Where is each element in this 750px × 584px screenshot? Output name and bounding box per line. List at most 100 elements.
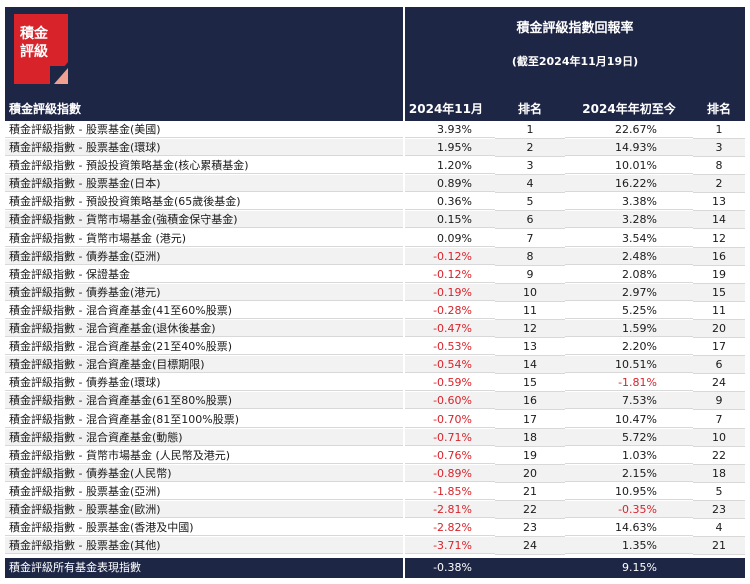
index-name-cell: 積金評級指數 - 股票基金(香港及中國) [5,519,403,537]
index-name-cell: 積金評級指數 - 債券基金(港元) [5,283,403,301]
total-rank-nov [495,558,565,578]
table-row: 積金評級指數 - 債券基金(亞洲) -0.12% 8 2.48% 16 [5,247,745,266]
return-nov-cell: -3.71% [405,537,495,555]
rank-ytd-cell: 4 [693,519,745,538]
return-nov-cell: -0.53% [405,338,495,356]
rank-nov-cell: 12 [495,320,565,339]
index-name-cell: 積金評級指數 - 貨幣市場基金 (港元) [5,230,403,247]
index-name-cell: 積金評級指數 - 股票基金(亞洲) [5,483,403,500]
table-row: 積金評級指數 - 股票基金(美國) 3.93% 1 22.67% 1 [5,121,745,139]
rank-ytd-cell: 9 [693,392,745,411]
return-ytd-cell: 1.59% [565,320,693,338]
return-ytd-cell: 3.54% [565,230,693,247]
col-header-name: 積金評級指數 [5,98,403,121]
table-row: 積金評級指數 - 債券基金(環球) -0.59% 15 -1.81% 24 [5,374,745,393]
index-name-cell: 積金評級指數 - 股票基金(日本) [5,175,403,193]
index-name-cell: 積金評級指數 - 債券基金(亞洲) [5,247,403,265]
rank-nov-cell: 9 [495,266,565,284]
return-ytd-cell: 7.53% [565,392,693,410]
rank-ytd-cell: 11 [693,302,745,320]
table-subtitle: (截至2024年11月19日) [511,55,639,68]
table-row: 積金評級指數 - 貨幣市場基金(強積金保守基金) 0.15% 6 3.28% 14 [5,211,745,230]
return-ytd-cell: 2.97% [565,283,693,301]
index-name-cell: 積金評級指數 - 混合資產基金(退休後基金) [5,320,403,338]
rank-nov-cell: 15 [495,374,565,393]
return-ytd-cell: 10.01% [565,157,693,175]
return-ytd-cell: 1.35% [565,537,693,555]
return-ytd-cell: 16.22% [565,175,693,193]
return-nov-cell: -0.12% [405,266,495,283]
return-nov-cell: -1.85% [405,483,495,500]
rank-ytd-cell: 14 [693,211,745,230]
rank-nov-cell: 21 [495,483,565,501]
return-nov-cell: -0.76% [405,447,495,464]
index-name-cell: 積金評級指數 - 混合資產基金(41至60%股票) [5,302,403,319]
total-ret-nov: -0.38% [405,558,495,578]
return-ytd-cell: 2.15% [565,464,693,482]
rank-ytd-cell: 1 [693,121,745,139]
return-nov-cell: -0.28% [405,302,495,319]
index-name-cell: 積金評級指數 - 債券基金(人民幣) [5,464,403,482]
rank-nov-cell: 20 [495,464,565,483]
return-nov-cell: -0.59% [405,374,495,392]
rank-ytd-cell: 3 [693,139,745,158]
rank-nov-cell: 14 [495,356,565,375]
table-row: 積金評級指數 - 混合資產基金(目標期限) -0.54% 14 10.51% 6 [5,356,745,375]
rank-nov-cell: 6 [495,211,565,230]
table-row: 積金評級指數 - 股票基金(香港及中國) -2.82% 23 14.63% 4 [5,519,745,538]
mpf-ratings-logo: 積金 評級 [14,14,68,84]
rank-nov-cell: 10 [495,283,565,302]
return-ytd-cell: 2.20% [565,338,693,356]
rank-ytd-cell: 7 [693,411,745,429]
rank-nov-cell: 7 [495,230,565,248]
index-name-cell: 積金評級指數 - 股票基金(環球) [5,139,403,157]
index-name-cell: 積金評級指數 - 股票基金(其他) [5,537,403,555]
return-nov-cell: 3.93% [405,121,495,138]
index-table: 積金 評級 積金評級指數回報率 (截至2024年11月19日) 積金評級指數 2… [5,7,745,578]
header-left-panel: 積金 評級 [5,7,403,98]
rank-nov-cell: 8 [495,247,565,266]
return-nov-cell: 0.89% [405,175,495,193]
rank-ytd-cell: 10 [693,428,745,447]
return-nov-cell: 1.20% [405,157,495,175]
rank-nov-cell: 2 [495,139,565,158]
return-nov-cell: -0.60% [405,392,495,410]
rank-ytd-cell: 20 [693,320,745,339]
index-name-cell: 積金評級指數 - 預設投資策略基金(核心累積基金) [5,157,403,175]
rank-ytd-cell: 24 [693,374,745,393]
rank-nov-cell: 23 [495,519,565,538]
logo-line1: 積金 [19,25,49,42]
rank-nov-cell: 24 [495,537,565,556]
return-ytd-cell: 14.63% [565,519,693,537]
index-name-cell: 積金評級指數 - 混合資產基金(目標期限) [5,356,403,374]
rank-nov-cell: 1 [495,121,565,139]
table-row: 積金評級指數 - 混合資產基金(21至40%股票) -0.53% 13 2.20% 17 [5,338,745,357]
return-ytd-cell: 10.47% [565,411,693,428]
rank-nov-cell: 5 [495,193,565,212]
return-ytd-cell: 5.72% [565,428,693,446]
rank-nov-cell: 17 [495,411,565,429]
return-ytd-cell: 14.93% [565,139,693,157]
return-nov-cell: -0.89% [405,464,495,482]
table-row: 積金評級指數 - 混合資產基金(61至80%股票) -0.60% 16 7.53% 9 [5,392,745,411]
table-row: 積金評級指數 - 股票基金(環球) 1.95% 2 14.93% 3 [5,139,745,158]
return-nov-cell: -0.54% [405,356,495,374]
rank-ytd-cell: 8 [693,157,745,176]
rank-ytd-cell: 2 [693,175,745,194]
col-header-ret-ytd: 2024年年初至今 [565,98,693,121]
total-ret-ytd: 9.15% [565,558,693,578]
return-ytd-cell: 5.25% [565,302,693,319]
table-row: 積金評級指數 - 股票基金(日本) 0.89% 4 16.22% 2 [5,175,745,194]
rank-ytd-cell: 19 [693,266,745,284]
col-header-rank-ytd: 排名 [693,98,745,121]
table-row: 積金評級指數 - 預設投資策略基金(65歲後基金) 0.36% 5 3.38% 13 [5,193,745,212]
rank-ytd-cell: 22 [693,447,745,465]
rank-ytd-cell: 6 [693,356,745,375]
table-row: 積金評級指數 - 債券基金(人民幣) -0.89% 20 2.15% 18 [5,464,745,483]
return-ytd-cell: 10.95% [565,483,693,500]
rank-nov-cell: 3 [495,157,565,176]
index-name-cell: 積金評級指數 - 混合資產基金(81至100%股票) [5,411,403,428]
table-row: 積金評級指數 - 混合資產基金(41至60%股票) -0.28% 11 5.25% 11 [5,302,745,320]
rank-nov-cell: 4 [495,175,565,194]
col-header-rank-nov: 排名 [495,98,565,121]
